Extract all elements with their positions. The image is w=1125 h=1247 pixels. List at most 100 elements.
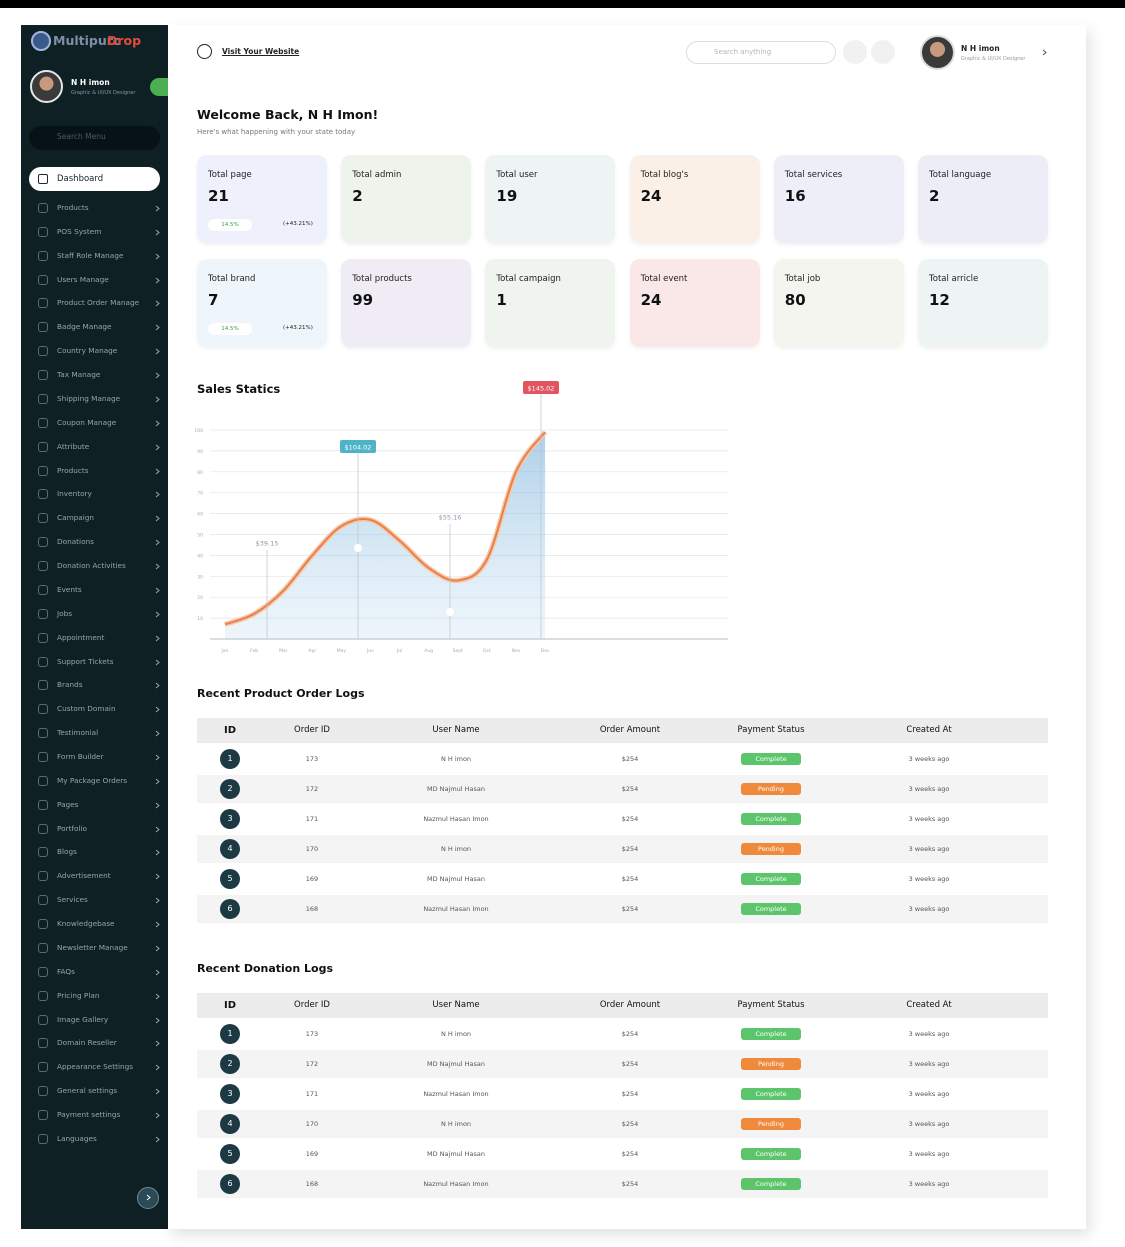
menu-label[interactable]: Staff Role Manage	[57, 250, 124, 260]
stat-label: Total blog's	[640, 170, 689, 180]
chevron	[155, 683, 160, 689]
table-header	[197, 718, 1048, 743]
cell: 170	[305, 845, 319, 853]
id-badge: 6	[220, 1174, 240, 1194]
menu-icon	[38, 537, 48, 548]
expand-button[interactable]	[137, 1187, 159, 1209]
menu-label[interactable]: Inventory	[57, 489, 92, 499]
menu-label[interactable]: Portfolio	[57, 823, 88, 833]
table-row	[197, 1110, 1048, 1138]
menu-label[interactable]: Attribute	[57, 441, 90, 451]
stat-card	[629, 155, 760, 243]
menu-label[interactable]: Custom Domain	[57, 704, 116, 714]
menu-icon	[38, 704, 48, 715]
menu-label[interactable]: Knowledgebase	[57, 919, 115, 929]
cell: 171	[305, 1090, 319, 1098]
menu-label[interactable]: Country Manage	[57, 346, 118, 356]
menu-icon	[38, 174, 48, 184]
chevron	[155, 253, 160, 260]
menu-label[interactable]: Payment settings	[57, 1110, 121, 1120]
menu-label[interactable]: Product Order Manage	[57, 298, 140, 308]
status-pill: Pending	[741, 843, 801, 855]
cell: 3 weeks ago	[908, 1030, 950, 1038]
search-menu[interactable]: Search Menu	[29, 126, 160, 150]
menu-label[interactable]: Campaign	[57, 513, 95, 523]
column-header: Order Amount	[599, 725, 661, 735]
menu-icon	[38, 250, 48, 261]
menu-icon	[38, 680, 48, 691]
menu-label[interactable]: Newsletter Manage	[57, 942, 128, 952]
cell: 3 weeks ago	[908, 815, 950, 823]
stat-label: Total user	[496, 170, 538, 180]
user-role: Graphic & UI/UX Designer	[961, 56, 1026, 62]
id-badge: 5	[220, 1144, 240, 1164]
visit-link[interactable]: Visit Your Website	[222, 47, 300, 56]
menu-item-active[interactable]	[29, 167, 160, 191]
menu-label[interactable]: Image Gallery	[57, 1014, 109, 1024]
cell: N H imon	[440, 845, 472, 853]
search-box[interactable]: Search anything	[686, 41, 836, 64]
stat-label: Total event	[640, 274, 688, 284]
stat-value: 12	[929, 291, 950, 309]
menu-label[interactable]: FAQs	[57, 966, 75, 976]
menu-label[interactable]: Donations	[57, 537, 94, 547]
chevron	[155, 229, 160, 236]
stat-card	[485, 155, 616, 243]
stat-value: 80	[784, 291, 806, 309]
menu-label[interactable]: Products	[57, 465, 89, 475]
menu-label[interactable]: Services	[57, 895, 88, 905]
menu-label[interactable]: Support Tickets	[57, 656, 114, 666]
column-header: ID	[223, 1000, 237, 1011]
menu-label[interactable]: Users Manage	[57, 274, 109, 284]
menu-label[interactable]: Dashboard	[57, 174, 104, 184]
chevron	[155, 1017, 160, 1023]
menu-label[interactable]: Appearance Settings	[57, 1062, 134, 1072]
cell: Nazmul Hasan Imon	[423, 815, 489, 823]
collapse-button[interactable]	[150, 78, 168, 96]
menu-label[interactable]: Blogs	[57, 847, 77, 857]
menu-label[interactable]: My Package Orders	[57, 775, 128, 785]
menu-label[interactable]: Jobs	[57, 608, 73, 618]
menu-label[interactable]: Donation Activities	[57, 561, 126, 571]
status-pill: Pending	[741, 1118, 801, 1130]
menu-label[interactable]: Form Builder	[57, 752, 104, 761]
menu-icon	[38, 871, 48, 882]
menu-label[interactable]: Events	[57, 584, 82, 594]
menu-label[interactable]: Appointment	[57, 632, 105, 642]
menu-label[interactable]: General settings	[57, 1086, 118, 1096]
column-header: User Name	[432, 725, 480, 735]
menu-label[interactable]: Products	[57, 203, 89, 212]
menu-label[interactable]: Coupon Manage	[57, 417, 117, 427]
stat-label: Total admin	[352, 170, 402, 180]
chevron	[155, 873, 160, 880]
user-name[interactable]: N H imon	[961, 44, 1000, 53]
menu-icon	[38, 226, 48, 237]
cell: MD Najmul Hasan	[426, 875, 485, 883]
menu-label[interactable]: Languages	[57, 1133, 97, 1143]
icon-button[interactable]	[843, 40, 867, 64]
menu-label[interactable]: POS System	[57, 226, 102, 236]
menu-label[interactable]: Pricing Plan	[57, 990, 100, 1000]
chevron	[155, 897, 160, 904]
cell: 3 weeks ago	[908, 905, 950, 913]
stat-card	[918, 155, 1048, 243]
menu-icon	[38, 775, 48, 786]
cell: 170	[305, 1120, 319, 1128]
menu-label[interactable]: Tax Manage	[57, 370, 101, 380]
column-header: Payment Status	[737, 725, 805, 735]
menu-label[interactable]: Advertisement	[57, 871, 111, 881]
cell: N H imon	[440, 755, 472, 763]
chevron	[155, 826, 160, 832]
menu-label[interactable]: Testimonial	[57, 728, 99, 738]
menu-label[interactable]: Brands	[57, 680, 83, 690]
menu-label[interactable]: Shipping Manage	[57, 393, 121, 403]
cell: 3 weeks ago	[908, 1090, 950, 1098]
cell: 3 weeks ago	[908, 1060, 950, 1068]
cell: 169	[305, 875, 319, 883]
menu-label[interactable]: Pages	[57, 799, 79, 809]
welcome-title: Welcome Back, N H Imon!	[197, 107, 379, 122]
icon-button[interactable]	[871, 40, 895, 64]
menu-label[interactable]: Domain Reseller	[57, 1038, 117, 1048]
id-badge: 4	[220, 1114, 240, 1134]
menu-label[interactable]: Badge Manage	[57, 322, 112, 332]
